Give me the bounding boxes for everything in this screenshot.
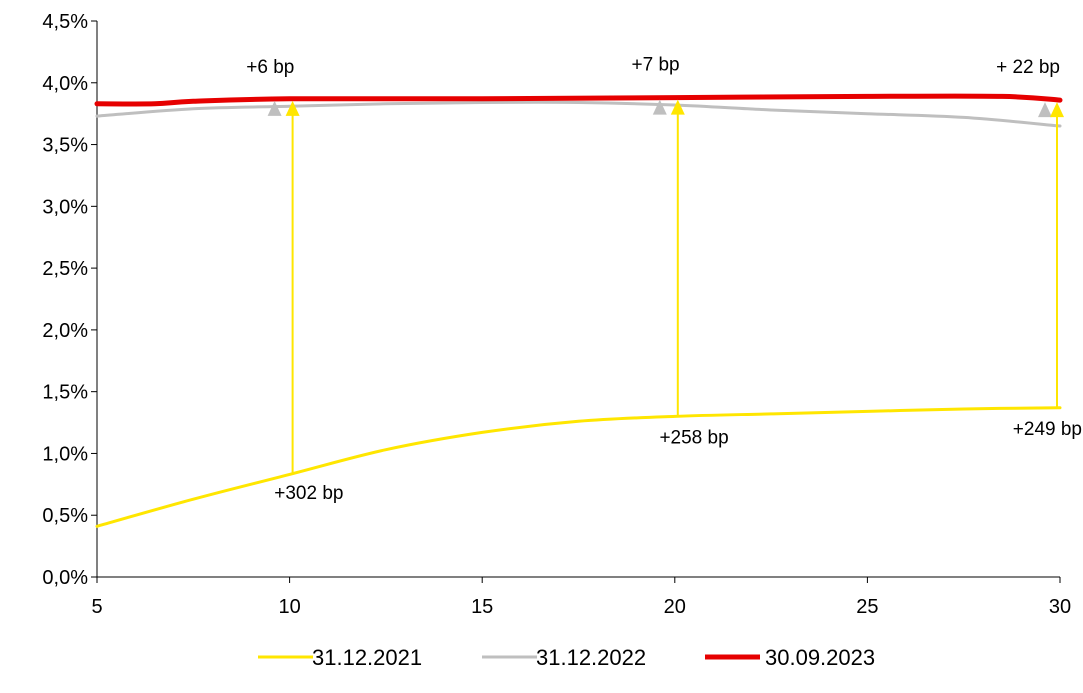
legend-label: 31.12.2022 [536,645,646,670]
series-line-31.12.2021 [95,406,1062,528]
change-arrow-head [652,99,667,115]
y-tick-label: 4,0% [42,73,88,95]
change-arrow-head [267,100,282,116]
x-tick-label: 10 [278,596,300,618]
annotation-label: +7 bp [632,54,680,75]
x-tick-label: 20 [664,596,686,618]
annotation-label: +249 bp [1013,419,1082,440]
legend-label: 30.09.2023 [765,645,875,670]
series-line-31.12.2022 [95,100,1062,128]
x-tick-label: 25 [856,596,878,618]
series-line-30.09.2023 [94,93,1063,107]
change-arrow-head [670,99,685,115]
x-tick-label: 15 [471,596,493,618]
annotation-label: +6 bp [246,57,294,78]
y-tick-label: 2,5% [42,258,88,280]
annotation-label: + 22 bp [996,57,1060,78]
y-tick-label: 0,0% [42,567,88,589]
annotation-layer: +6 bp +7 bp + 22 bp +302 bp +258 bp +249 bp [246,54,1082,504]
y-tick-label: 4,5% [42,11,88,33]
series-layer [94,93,1063,528]
annotation-label: +258 bp [659,428,728,449]
legend: 31.12.2021 31.12.2022 30.09.2023 [258,645,875,670]
y-tick-label: 1,0% [42,443,88,465]
change-arrow-head [1038,102,1052,118]
y-tick-label: 1,5% [42,382,88,404]
legend-label: 31.12.2021 [312,645,422,670]
y-tick-label: 2,0% [42,320,88,342]
x-tick-label: 30 [1049,596,1071,618]
change-arrow-head [1050,102,1064,118]
x-tick-label: 5 [91,596,102,618]
change-arrow-head [285,100,300,116]
annotation-label: +302 bp [274,483,343,504]
axes-layer: 0,0% 0,5% 1,0% 1,5% 2,0% 2,5% 3,0% 3,5% 4,0% 4,5%… [42,11,1071,618]
y-tick-label: 3,5% [42,135,88,157]
y-tick-label: 0,5% [42,505,88,527]
y-tick-label: 3,0% [42,196,88,218]
